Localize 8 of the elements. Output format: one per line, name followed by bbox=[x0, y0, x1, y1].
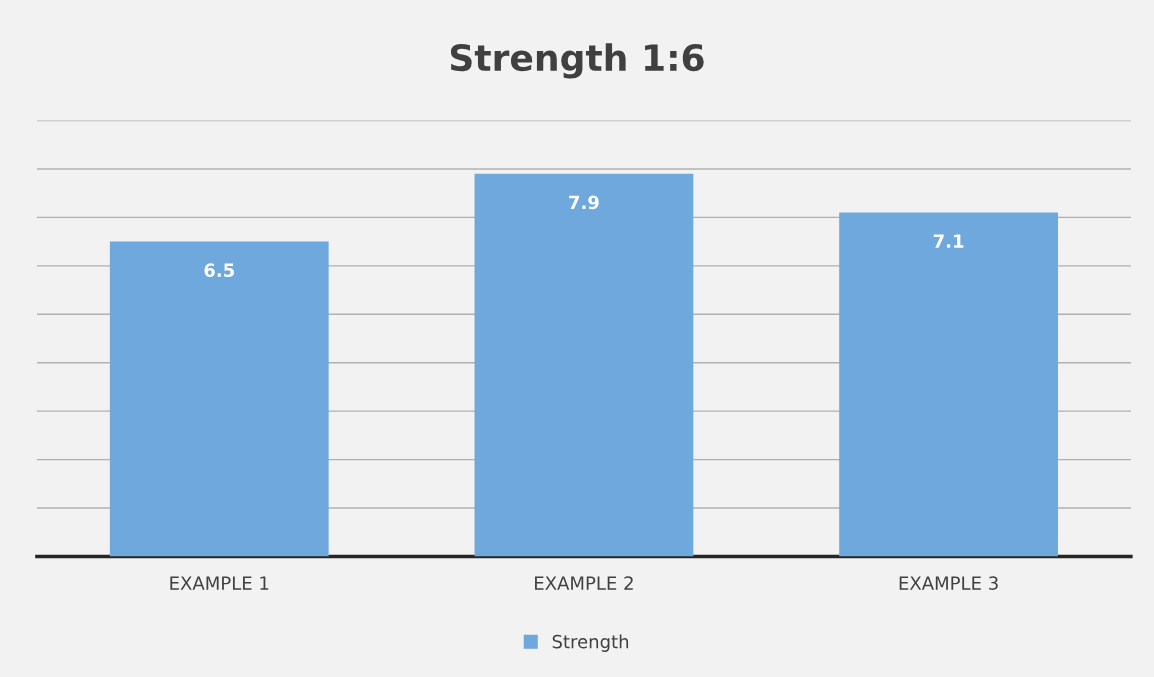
data-label: 7.9 bbox=[569, 195, 599, 210]
data-label: 7.1 bbox=[933, 234, 964, 248]
x-tick-label: EXAMPLE 2 bbox=[535, 576, 633, 590]
chart-title: Strength 1:6 bbox=[450, 43, 704, 79]
x-tick-label: EXAMPLE 1 bbox=[170, 576, 269, 590]
x-tick-label: EXAMPLE 3 bbox=[899, 576, 998, 590]
legend-label: Strength bbox=[552, 634, 629, 652]
data-label: 6.5 bbox=[204, 263, 234, 277]
